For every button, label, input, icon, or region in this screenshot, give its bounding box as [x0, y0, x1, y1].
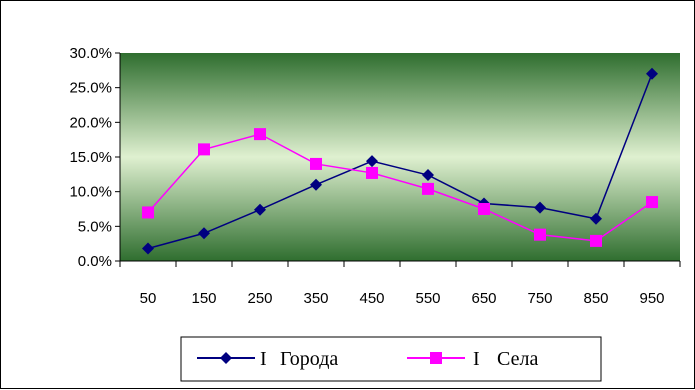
y-tick-label: 10.0% [69, 184, 112, 201]
data-point-diamond [366, 155, 378, 168]
series-selo [142, 128, 658, 247]
x-tick-label: 350 [303, 290, 328, 307]
data-point-square [310, 157, 322, 170]
x-tick-label: 650 [471, 290, 496, 307]
data-point-diamond [422, 169, 434, 182]
x-tick-label: 550 [415, 290, 440, 307]
y-tick-label: 25.0% [69, 80, 112, 97]
legend-diamond-marker [220, 352, 232, 364]
data-point-diamond [310, 178, 322, 191]
legend-label-selo: Села [497, 348, 538, 370]
data-point-square [422, 182, 434, 195]
data-point-square [534, 228, 546, 241]
y-tick-label: 15.0% [69, 149, 112, 166]
y-tick-label: 0.0% [78, 253, 112, 270]
legend-item-selo: I Села [407, 348, 538, 370]
plot-area [120, 53, 680, 261]
data-point-diamond [254, 203, 266, 216]
x-tick-label: 750 [527, 290, 552, 307]
x-tick-label: 450 [359, 290, 384, 307]
series-gorod [142, 67, 658, 255]
data-point-diamond [198, 227, 210, 240]
legend-square-marker [430, 352, 442, 364]
y-tick-label: 30.0% [69, 45, 112, 62]
series-line [147, 73, 653, 250]
data-point-diamond [646, 67, 658, 80]
data-point-diamond [590, 212, 602, 225]
x-tick-label: 250 [247, 290, 272, 307]
x-tick-label: 850 [583, 290, 608, 307]
data-point-square [478, 203, 490, 215]
data-point-square [142, 206, 154, 219]
legend-item-gorod: I Города [197, 348, 338, 370]
legend-marker-text: I [473, 348, 480, 370]
data-point-square [590, 234, 602, 247]
series-line [147, 133, 653, 242]
x-tick-label: 950 [639, 290, 664, 307]
y-tick-label: 20.0% [69, 114, 112, 131]
x-tick-label: 50 [140, 290, 157, 307]
data-point-diamond [534, 201, 546, 214]
x-tick-label: 150 [191, 290, 216, 307]
y-tick-label: 5.0% [78, 218, 112, 235]
data-point-square [254, 128, 266, 141]
data-point-square [366, 166, 378, 179]
legend-marker-text: I [260, 348, 267, 370]
legend-label-gorod: Города [280, 348, 338, 370]
data-point-diamond [142, 242, 154, 255]
data-point-square [198, 143, 210, 156]
data-point-square [646, 196, 658, 209]
